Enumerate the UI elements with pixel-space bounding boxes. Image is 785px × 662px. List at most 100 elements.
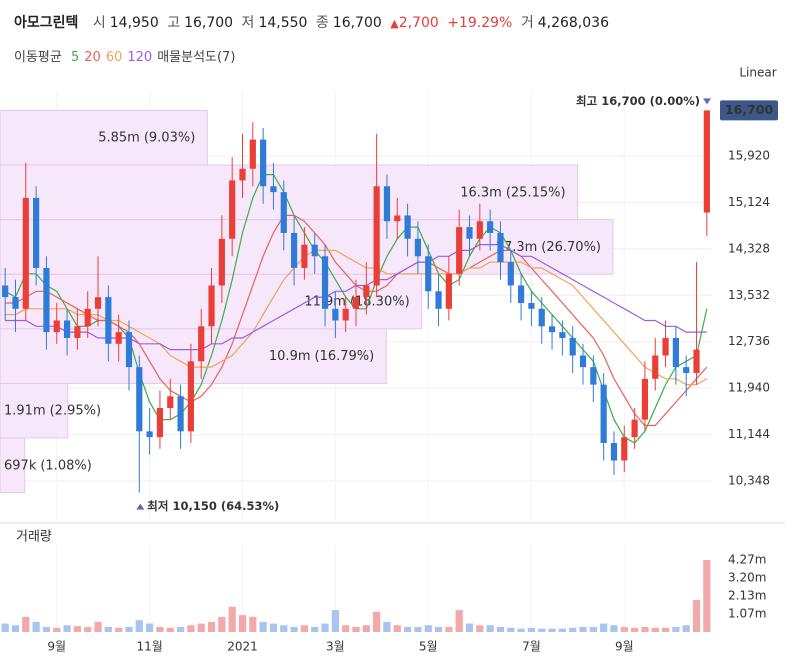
profile-percent: (26.70%) <box>541 239 601 254</box>
candle-body <box>94 297 102 309</box>
candle-body <box>610 442 618 461</box>
legend-entry: 60 <box>105 50 123 65</box>
volume-bar <box>197 623 205 632</box>
candle-body <box>548 326 556 333</box>
candle-body <box>466 227 473 239</box>
candle-body <box>425 256 432 292</box>
volume-bar <box>146 623 154 632</box>
candle-body <box>518 285 525 303</box>
volume-bar <box>156 626 164 632</box>
volume-bar <box>455 610 463 632</box>
stock-name: 아모그린텍 <box>14 15 79 31</box>
x-tick-label: 7월 <box>522 640 541 654</box>
candle-body <box>363 285 370 298</box>
y-tick-label: 15,920 <box>728 148 770 162</box>
volume-bar <box>280 625 288 632</box>
volume-bar <box>486 625 494 632</box>
volume-bar <box>11 625 20 632</box>
candle-body <box>136 367 143 432</box>
max-marker <box>703 98 711 105</box>
candle-body <box>487 221 494 233</box>
min-annotation: 최저 10,150 (64.53%) <box>147 499 279 513</box>
volume-bar <box>238 615 247 632</box>
volume-bar <box>187 625 195 632</box>
volume-profile-bar <box>0 164 579 221</box>
profile-percent: (2.95%) <box>50 403 101 418</box>
candle-body <box>621 437 628 461</box>
profile-percent: (16.79%) <box>315 349 375 364</box>
volume-bar <box>579 626 587 632</box>
candle-body <box>435 291 442 309</box>
candle-body <box>229 180 236 239</box>
candle-body <box>239 168 246 181</box>
candle-body <box>332 308 339 321</box>
field-value: 14,550 <box>258 15 308 31</box>
profile-volume: 5.85m <box>98 130 140 145</box>
candle-body <box>53 320 60 333</box>
volume-bar <box>517 628 525 632</box>
field-label: 고 <box>167 15 181 31</box>
volume-bar <box>393 625 401 632</box>
volume-bar <box>321 623 329 632</box>
y-tick-label: 10,348 <box>728 474 770 488</box>
volume-bar <box>403 626 412 632</box>
volume-bar <box>300 625 309 632</box>
candle-body <box>641 378 649 420</box>
field-value: 16,700 <box>332 15 382 31</box>
volume-profile-label: 697k (1.08%) <box>4 458 92 473</box>
volume-profile-label: 5.85m (9.03%) <box>98 130 195 145</box>
volume-bar <box>424 625 432 632</box>
volume-bar <box>661 627 670 632</box>
candle-body <box>33 197 40 268</box>
y-tick-label: 12,736 <box>728 334 770 348</box>
legend-entry: 20 <box>84 50 101 65</box>
volume-profile-bar <box>0 109 208 166</box>
volume-bar <box>32 621 40 632</box>
candle-body <box>270 186 277 193</box>
volume-tick-label: 4.27m <box>728 553 766 567</box>
volume-bar <box>414 626 422 632</box>
y-tick-label: 11,144 <box>728 427 770 441</box>
candle-body <box>497 232 504 263</box>
candle-body <box>218 238 225 286</box>
profile-volume: 697k <box>4 458 37 473</box>
volume-bar <box>538 628 546 632</box>
volume-bar <box>269 623 278 632</box>
volume-tick-label: 1.07m <box>728 607 766 621</box>
candle-body <box>156 407 164 438</box>
change-pct: +19.29% <box>447 15 513 31</box>
candle-body <box>22 197 29 309</box>
candle-body <box>12 297 19 309</box>
volume-bar <box>331 610 339 632</box>
field-label: 거 <box>520 15 534 31</box>
x-tick-label: 11월 <box>136 640 162 654</box>
candle-body <box>43 267 50 333</box>
volume-bar <box>1 623 9 632</box>
y-tick-label: 14,328 <box>728 241 770 255</box>
volume-bar <box>290 626 298 632</box>
volume-bar <box>53 627 61 632</box>
candle-body <box>693 349 700 373</box>
field-value: 4,268,036 <box>537 15 609 31</box>
x-tick-label: 9월 <box>47 640 66 654</box>
volume-bar <box>383 621 391 632</box>
quote-header: 아모그린텍 시 14,950 고 16,700 저 14,550 종 16,700 ▲2… <box>14 12 613 32</box>
volume-bar <box>104 626 112 632</box>
volume-profile-label: 1.91m (2.95%) <box>4 403 101 418</box>
change: 2,700 <box>398 15 439 31</box>
candle-body <box>631 419 638 438</box>
profile-volume: 16.3m <box>460 185 502 200</box>
candle-body <box>414 238 422 257</box>
candle-body <box>84 308 91 327</box>
candle-body <box>507 262 514 286</box>
field-value: 14,950 <box>109 15 159 31</box>
field-value: 16,700 <box>184 15 234 31</box>
field-label: 종 <box>315 15 329 31</box>
legend: 이동평균 5 20 60 120 매물분석도(7) <box>14 46 240 65</box>
volume-bar <box>176 626 185 632</box>
moving-average-line <box>5 249 708 386</box>
profile-percent: (9.03%) <box>144 130 195 145</box>
y-tick-label: 13,532 <box>728 288 770 302</box>
candle-body <box>445 273 452 309</box>
